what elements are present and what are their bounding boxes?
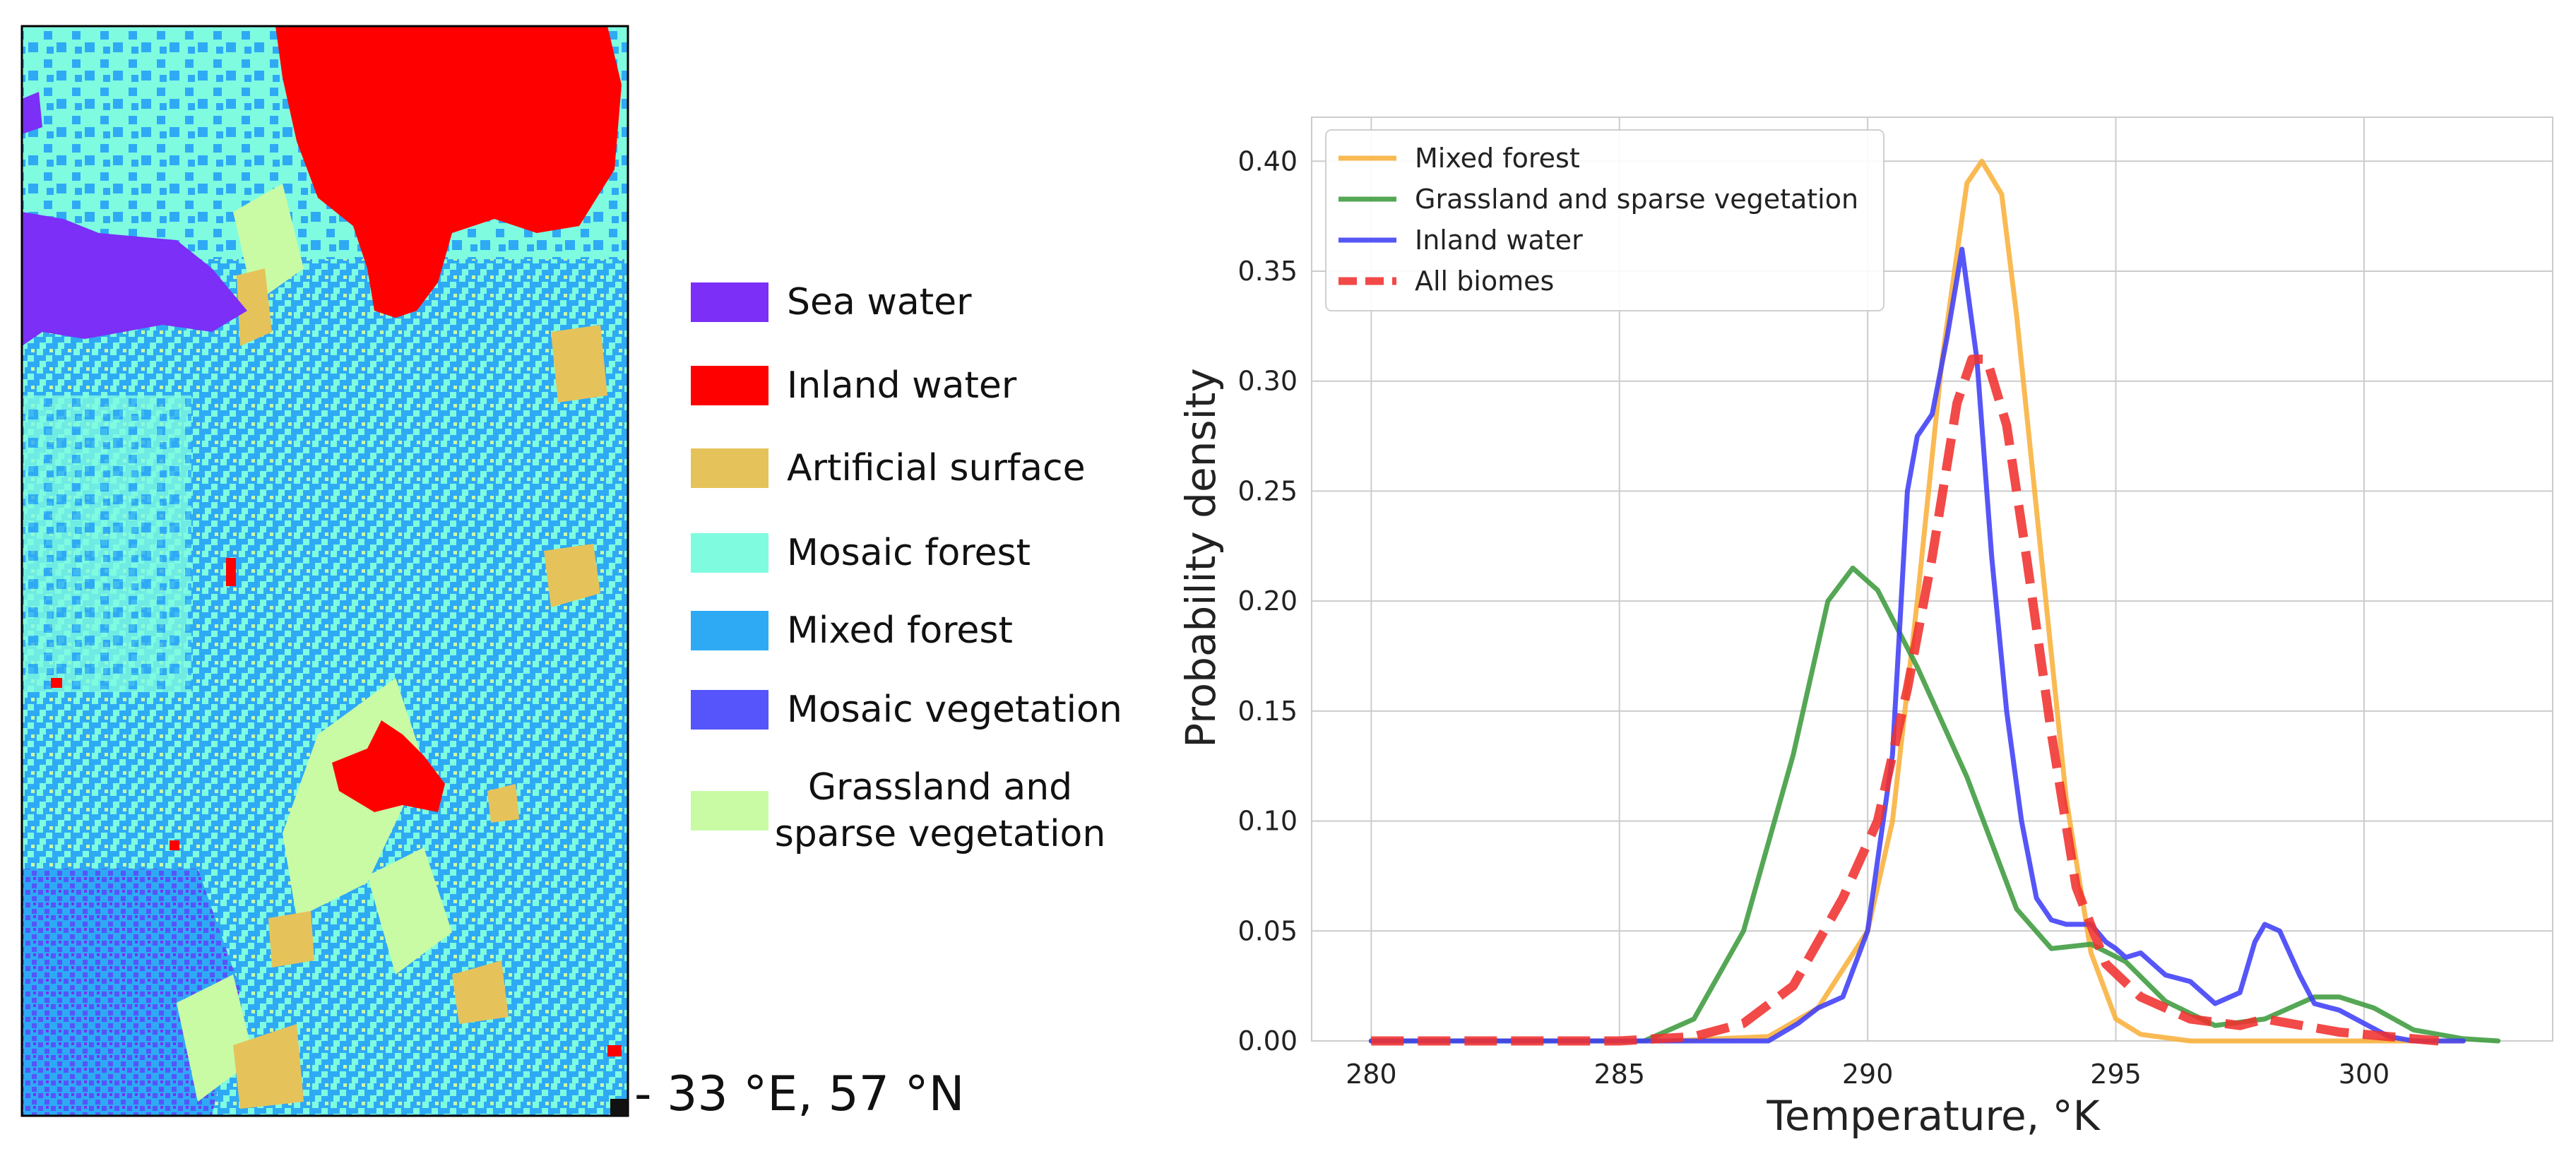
legend-artificial-surface: Artificial surface [691,443,1086,493]
y-tick-label: 0.40 [1237,145,1298,177]
x-tick-label: 300 [2339,1059,2390,1090]
location-marker [610,1099,628,1116]
legend-label: Mixed forest [787,609,1013,652]
legend-entry: Inland water [1415,225,1583,256]
y-tick-label: 0.30 [1237,366,1298,397]
y-tick-label: 0.00 [1237,1025,1298,1056]
legend-swatch [691,533,768,573]
legend-sea-water: Sea water [691,278,972,327]
legend-swatch [691,366,768,405]
y-axis-label: Probability density [1177,368,1225,748]
legend-swatch [691,791,768,830]
x-axis-label: Temperature, °K [1766,1092,2101,1140]
legend-entry: All biomes [1415,266,1554,297]
x-tick-label: 280 [1346,1059,1397,1090]
legend-entry: Mixed forest [1415,143,1580,174]
legend-label: Artificial surface [787,447,1086,489]
y-tick-label: 0.25 [1237,475,1298,506]
legend-entry: Grassland and sparse vegetation [1415,184,1858,215]
legend-inland-water: Inland water [691,361,1016,410]
y-tick-label: 0.05 [1237,915,1298,946]
series-line-grassland-and-sparse-vegetation [1368,565,2501,1044]
legend-label: Inland water [787,364,1017,407]
legend-mixed-forest: Mixed forest [691,606,1013,655]
y-tick-label: 0.15 [1237,696,1298,727]
legend-label: Mosaic vegetation [787,689,1122,731]
legend-mosaic-forest: Mosaic forest [691,528,1031,578]
y-tick-label: 0.35 [1237,256,1298,287]
y-tick-label: 0.20 [1237,585,1298,617]
legend-label: Sea water [787,281,972,323]
legend-swatch [691,690,768,730]
x-tick-label: 295 [2090,1059,2142,1090]
legend-swatch [691,448,768,488]
legend-box [1325,129,1884,311]
legend-label: Mosaic forest [787,532,1031,574]
map-raster [22,26,628,1116]
plot-area [1311,117,2553,1042]
chart-series [1368,158,2501,1046]
x-tick-label: 290 [1842,1059,1894,1090]
legend-swatch [691,282,768,322]
legend-grassland: Grassland and sparse vegetation [691,761,1106,860]
legend-swatch [691,611,768,650]
coordinate-label: - 33 °E, 57 °N [634,1066,965,1122]
x-tick-label: 285 [1593,1059,1645,1090]
chart-ticks: 280 285 290 295 300 0.00 0.05 0.10 0.15 0.20 0.25 0… [1237,145,2390,1090]
series-line-inland-water [1368,246,2466,1044]
y-tick-label: 0.10 [1237,806,1298,837]
legend-mosaic-vegetation: Mosaic vegetation [691,685,1122,734]
chart-legend: Mixed forest Grassland and sparse vegetat… [1325,129,1884,311]
series-line-all-biomes [1371,355,2439,1046]
legend-label: Grassland and sparse vegetation [774,766,1106,855]
